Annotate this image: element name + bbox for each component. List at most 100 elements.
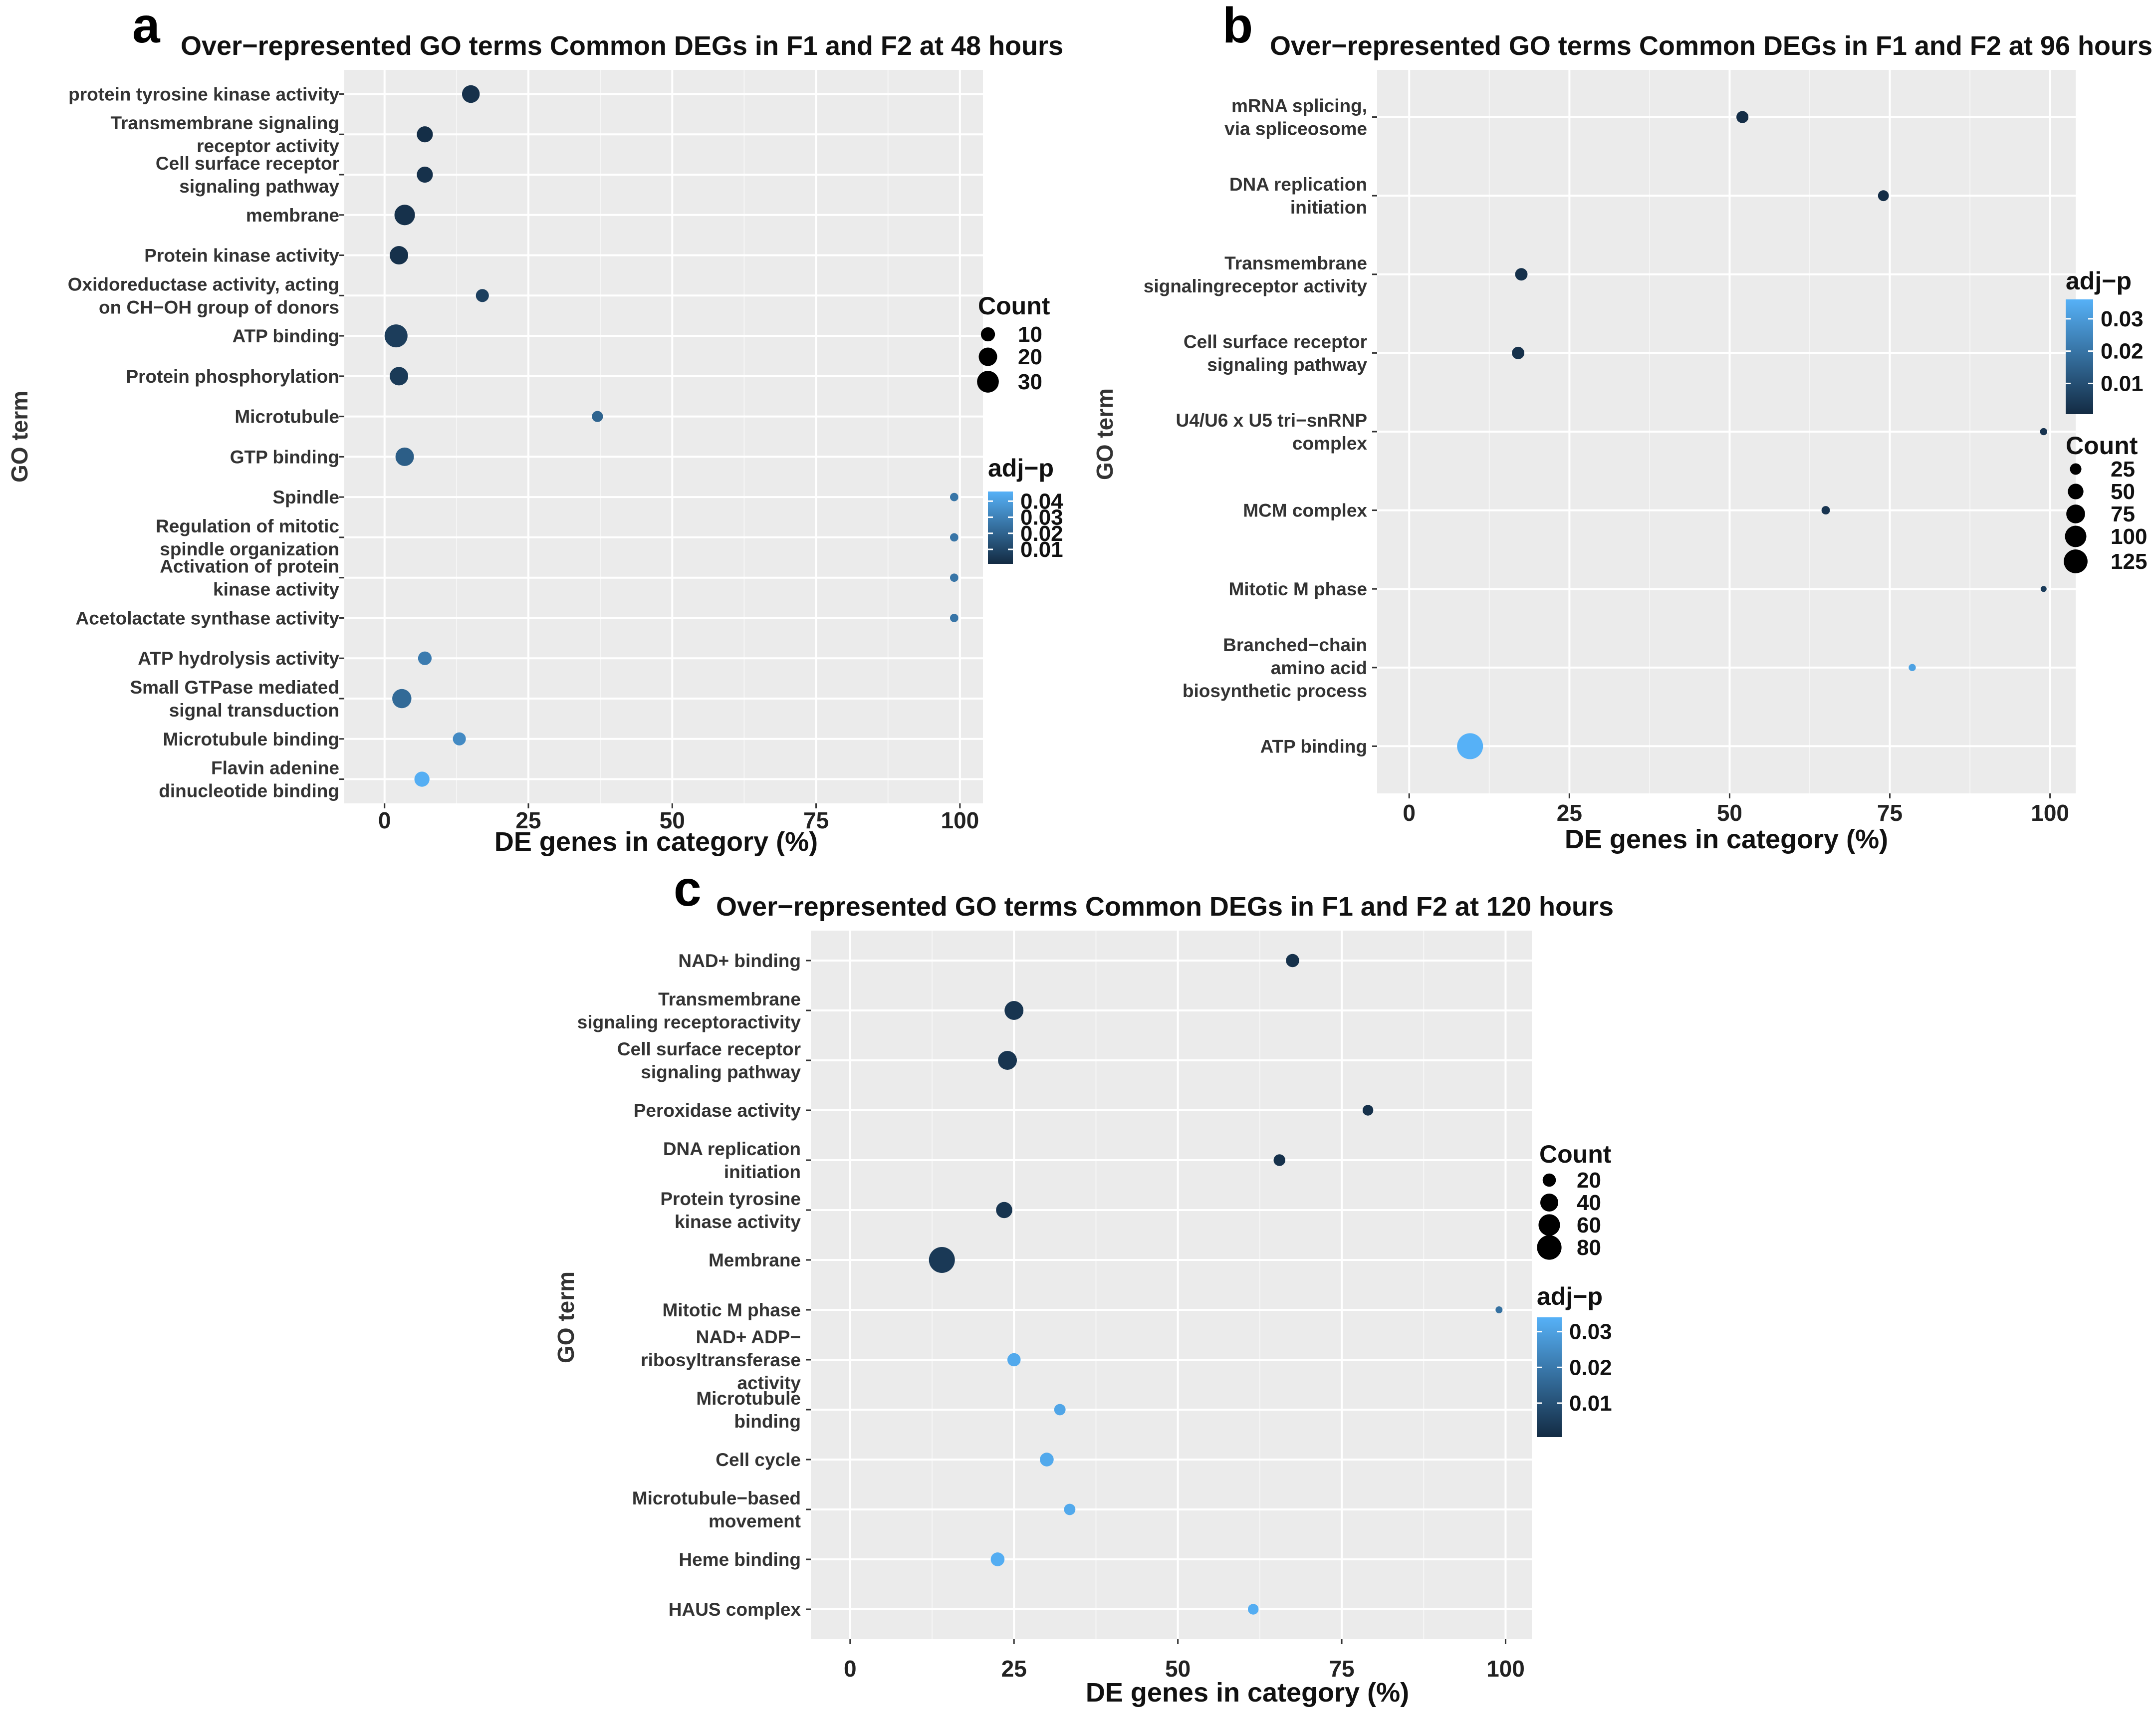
y-tick-label: receptor activity (197, 136, 339, 156)
y-tick-label: protein tyrosine kinase activity (68, 84, 339, 104)
y-tick-label: signaling pathway (1207, 354, 1367, 375)
y-tick-label: Activation of protein (160, 556, 339, 577)
y-tick-label: signaling pathway (179, 176, 339, 197)
y-tick-label: signalingreceptor activity (1144, 276, 1368, 296)
y-tick-label: Microtubule (235, 407, 339, 427)
color-legend-label: 0.03 (1569, 1320, 1612, 1344)
y-tick-label: activity (737, 1373, 801, 1393)
size-legend-key (2068, 484, 2084, 499)
data-point (1909, 664, 1916, 672)
y-tick-label: U4/U6 x U5 tri−snRNP (1176, 410, 1368, 431)
y-axis-label: GO term (1092, 388, 1118, 480)
y-tick-label: ATP hydrolysis activity (138, 648, 339, 669)
color-bar (1537, 1317, 1562, 1437)
y-tick-label: membrane (246, 205, 339, 226)
y-tick-label: Acetolactate synthase activity (75, 608, 339, 628)
y-tick-label: GTP binding (230, 447, 339, 467)
size-legend-label: 10 (1018, 322, 1042, 347)
y-tick-label: ATP binding (233, 326, 339, 346)
y-tick-label: Microtubule (696, 1388, 801, 1409)
size-legend-label: 20 (1018, 345, 1042, 369)
x-tick-label: 50 (660, 807, 685, 833)
color-legend-label: 0.02 (1020, 521, 1063, 546)
color-legend-label: 0.02 (1569, 1355, 1612, 1380)
panel-letter: b (1222, 0, 1253, 53)
y-tick-label: Protein phosphorylation (126, 366, 339, 387)
y-tick-label: Transmembrane (1224, 253, 1367, 273)
size-legend-label: 20 (1577, 1168, 1601, 1193)
y-tick-label: Transmembrane signaling (110, 113, 339, 133)
color-legend-label: 0.01 (1020, 537, 1063, 562)
size-legend-label: 125 (2111, 549, 2147, 574)
data-point (384, 324, 408, 348)
size-legend-key (1537, 1235, 1562, 1260)
size-legend-label: 100 (2111, 524, 2147, 549)
y-tick-label: NAD+ ADP− (696, 1327, 801, 1347)
y-tick-label: Flavin adenine (211, 758, 339, 778)
y-tick-label: DNA replication (1229, 174, 1367, 195)
y-tick-label: binding (734, 1411, 801, 1432)
y-tick-label: movement (709, 1511, 801, 1531)
data-point (1286, 954, 1299, 968)
data-point (950, 573, 958, 582)
y-tick-label: signal transduction (169, 700, 339, 721)
x-tick-label: 50 (1717, 800, 1742, 826)
size-legend-key (2064, 549, 2088, 573)
data-point (1054, 1404, 1066, 1416)
size-legend-key (1538, 1214, 1560, 1236)
y-tick-label: Microtubule binding (163, 729, 339, 749)
chart-title: Over−represented GO terms Common DEGs in… (1270, 31, 2153, 61)
color-legend-label: 0.01 (2101, 371, 2144, 396)
y-tick-label: Protein kinase activity (144, 246, 339, 266)
color-legend-label: 0.03 (1020, 505, 1063, 530)
y-tick-label: ATP binding (1260, 736, 1367, 756)
x-tick-label: 25 (515, 807, 541, 833)
data-point (2040, 586, 2047, 592)
size-legend-key (1540, 1194, 1558, 1212)
data-point (1007, 1353, 1021, 1367)
y-tick-label: NAD+ binding (678, 951, 801, 971)
chart-title: Over−represented GO terms Common DEGs in… (716, 892, 1614, 922)
color-legend-title: adj−p (1537, 1282, 1603, 1310)
panel-b: b Over−represented GO terms Common DEGs i… (1092, 0, 2153, 854)
size-legend-key (1542, 1173, 1556, 1187)
data-point (990, 1552, 1005, 1566)
y-tick-label: DNA replication (663, 1139, 801, 1159)
data-point (395, 447, 414, 466)
y-tick-label: signaling pathway (641, 1062, 801, 1082)
x-tick-label: 100 (1486, 1656, 1525, 1682)
data-point (417, 166, 433, 183)
size-legend-key (2070, 463, 2082, 475)
data-point (394, 205, 415, 226)
y-tick-label: initiation (1290, 197, 1367, 218)
color-legend-title: adj−p (988, 454, 1054, 482)
y-tick-label: initiation (724, 1162, 801, 1182)
y-tick-label: kinase activity (675, 1212, 801, 1232)
y-tick-label: Spindle (272, 487, 339, 507)
y-tick-label: signaling receptoractivity (577, 1012, 801, 1032)
size-legend-label: 50 (2111, 480, 2135, 504)
data-point (1821, 506, 1830, 515)
x-tick-label: 75 (1877, 800, 1903, 826)
y-tick-label: mRNA splicing, (1231, 96, 1367, 116)
data-point (453, 732, 466, 745)
x-axis-label: DE genes in category (%) (1086, 1678, 1409, 1708)
y-tick-label: Peroxidase activity (634, 1100, 801, 1121)
x-axis-label: DE genes in category (%) (1565, 824, 1888, 854)
size-legend-key (2066, 504, 2085, 523)
data-point (1040, 1453, 1054, 1467)
data-point (950, 493, 958, 501)
y-tick-label: Cell surface receptor (1184, 331, 1367, 352)
panel-a: a Over−represented GO terms Common DEGs i… (6, 0, 1063, 857)
data-point (390, 367, 409, 386)
y-tick-label: complex (1292, 433, 1368, 454)
x-tick-label: 0 (378, 807, 391, 833)
y-tick-label: on CH−OH group of donors (99, 297, 339, 317)
x-tick-label: 75 (1329, 1656, 1354, 1682)
data-point (462, 85, 480, 103)
data-point (1247, 1604, 1259, 1615)
y-tick-label: Mitotic M phase (662, 1300, 801, 1320)
y-tick-label: spindle organization (160, 539, 339, 559)
